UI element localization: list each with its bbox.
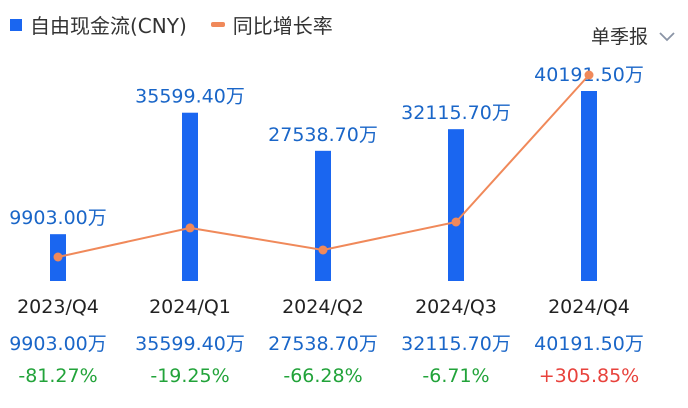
x-axis-tick-label: 2023/Q4 [17, 296, 99, 318]
bar-2024-q4[interactable] [581, 91, 597, 281]
bar-value-label: 35599.40万 [135, 86, 245, 108]
yoy-growth-value: -66.28% [283, 365, 363, 387]
bar-value-label: 32115.70万 [401, 102, 511, 124]
legend-label-free-cash-flow: 自由现金流(CNY) [30, 14, 187, 38]
free-cash-flow-value: 32115.70万 [401, 333, 511, 355]
bar-2024-q3[interactable] [448, 129, 464, 281]
value-row: 9903.00万 35599.40万 27538.70万 32115.70万 40191… [0, 329, 688, 357]
free-cash-flow-value: 27538.70万 [268, 333, 378, 355]
legend-label-yoy-growth: 同比增长率 [232, 14, 333, 38]
line-series-swatch [210, 22, 225, 27]
report-period-dropdown[interactable]: 单季报 [591, 22, 676, 49]
bar-2024-q2[interactable] [315, 150, 331, 281]
bar-series-swatch [10, 18, 22, 31]
yoy-growth-value: +305.85% [538, 365, 640, 387]
growth-rate-point-2024-q2[interactable] [318, 245, 328, 255]
x-axis-tick-label: 2024/Q2 [282, 296, 364, 318]
x-axis-tick-label: 2024/Q3 [415, 296, 497, 318]
chart-legend: 自由现金流(CNY) 同比增长率 [10, 10, 357, 39]
legend-item-yoy-growth[interactable]: 同比增长率 [210, 10, 333, 39]
chevron-down-icon [659, 31, 675, 41]
line-series [53, 70, 594, 262]
growth-rate-point-2024-q3[interactable] [451, 217, 461, 227]
growth-rate-point-2024-q4[interactable] [584, 70, 594, 80]
x-axis-tick-label: 2024/Q4 [548, 296, 630, 318]
bar-value-labels: 9903.00万35599.40万27538.70万32115.70万40191… [9, 64, 644, 229]
yoy-growth-value: -6.71% [422, 365, 490, 387]
free-cash-flow-value: 40191.50万 [534, 333, 644, 355]
bar-value-label: 27538.70万 [268, 124, 378, 146]
free-cash-flow-value: 9903.00万 [9, 333, 107, 355]
report-period-value: 单季报 [590, 26, 648, 48]
free-cash-flow-value: 35599.40万 [135, 333, 245, 355]
legend-item-free-cash-flow[interactable]: 自由现金流(CNY) [10, 10, 187, 39]
growth-rate-point-2024-q1[interactable] [185, 223, 195, 233]
bar-2024-q1[interactable] [182, 112, 198, 281]
bar-value-label: 9903.00万 [9, 207, 107, 229]
x-axis-tick-labels: 2023/Q4 2024/Q1 2024/Q2 2024/Q3 2024/Q4 [0, 296, 688, 324]
growth-rate-point-2023-q4[interactable] [53, 252, 63, 262]
yoy-growth-value: -81.27% [18, 365, 98, 387]
x-axis-tick-label: 2024/Q1 [149, 296, 231, 318]
yoy-growth-value: -19.25% [150, 365, 230, 387]
growth-rate-row: -81.27% -19.25% -66.28% -6.71% +305.85% [0, 365, 688, 393]
bar-series [50, 91, 597, 281]
free-cash-flow-chart: 9903.00万35599.40万27538.70万32115.70万40191… [9, 64, 644, 281]
